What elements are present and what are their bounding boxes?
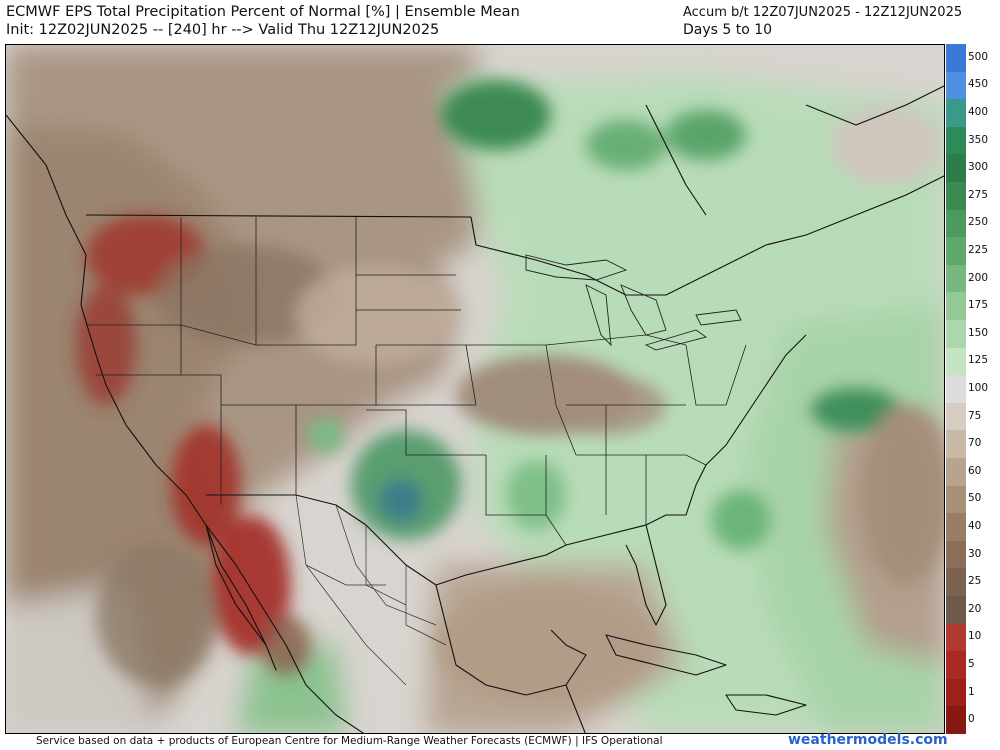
colorbar-label: 275: [968, 188, 989, 201]
colorbar-label: 450: [968, 78, 989, 91]
colorbar-label: 5: [968, 658, 975, 670]
colorbar-label: 10: [968, 630, 982, 643]
colorbar-segment: [946, 209, 966, 238]
colorbar-label: 60: [968, 464, 982, 477]
colorbar-label: 350: [968, 133, 989, 146]
colorbar-label: 125: [968, 354, 989, 367]
colorbar-segment: [946, 430, 966, 459]
colorbar-label: 150: [968, 326, 989, 339]
colorbar-segment: [946, 402, 966, 431]
colorbar-label: 400: [968, 106, 989, 118]
colorbar-label: 25: [968, 575, 982, 588]
colorbar-segment: [946, 320, 966, 349]
precipitation-map: [5, 44, 945, 734]
colorbar-segment: [946, 71, 966, 100]
colorbar-label: 40: [968, 520, 982, 532]
colorbar-label: 1: [968, 685, 975, 698]
mexico-state-lines: [295, 494, 447, 686]
colorbar-label: 50: [968, 492, 982, 505]
colorbar-segment: [946, 154, 966, 183]
colorbar-label: 70: [968, 437, 982, 450]
map-title: ECMWF EPS Total Precipitation Percent of…: [6, 4, 520, 20]
colorbar-label: 175: [968, 299, 989, 312]
colorbar-label: 30: [968, 547, 982, 560]
colorbar-segment: [946, 706, 966, 735]
colorbar-segment: [946, 264, 966, 293]
colorbar-label: 500: [968, 50, 989, 63]
colorbar-label: 0: [968, 713, 975, 726]
colorbar-segment: [946, 347, 966, 376]
colorbar-segment: [946, 44, 966, 73]
days-range: Days 5 to 10: [683, 22, 773, 38]
colorbar: [946, 44, 966, 735]
colorbar-segment: [946, 99, 966, 128]
colorbar-segment: [946, 485, 966, 514]
colorbar-label: 100: [968, 382, 989, 394]
colorbar-label: 200: [968, 271, 989, 284]
colorbar-segment: [946, 375, 966, 404]
colorbar-segment: [946, 126, 966, 155]
colorbar-segment: [946, 458, 966, 487]
coastlines-and-borders: [6, 85, 944, 733]
colorbar-label: 225: [968, 244, 989, 256]
colorbar-segment: [946, 182, 966, 211]
colorbar-segment: [946, 292, 966, 321]
colorbar-label: 250: [968, 216, 989, 229]
init-valid-line: Init: 12Z02JUN2025 -- [240] hr --> Valid…: [6, 22, 440, 38]
colorbar-segment: [946, 540, 966, 569]
brand-link[interactable]: weathermodels.com: [788, 732, 948, 748]
colorbar-label: 300: [968, 161, 989, 174]
colorbar-segment: [946, 623, 966, 652]
colorbar-segment: [946, 568, 966, 597]
colorbar-segment: [946, 237, 966, 266]
map-header: ECMWF EPS Total Precipitation Percent of…: [0, 0, 1000, 44]
colorbar-segment: [946, 678, 966, 707]
colorbar-segment: [946, 596, 966, 625]
data-credit: Service based on data + products of Euro…: [36, 735, 663, 747]
great-lakes: [525, 254, 742, 351]
accumulation-period: Accum b/t 12Z07JUN2025 - 12Z12JUN2025: [683, 5, 963, 20]
colorbar-segment: [946, 651, 966, 680]
colorbar-label: 20: [968, 602, 982, 615]
colorbar-label: 75: [968, 409, 982, 422]
map-canvas: [6, 45, 944, 733]
colorbar-segment: [946, 513, 966, 542]
